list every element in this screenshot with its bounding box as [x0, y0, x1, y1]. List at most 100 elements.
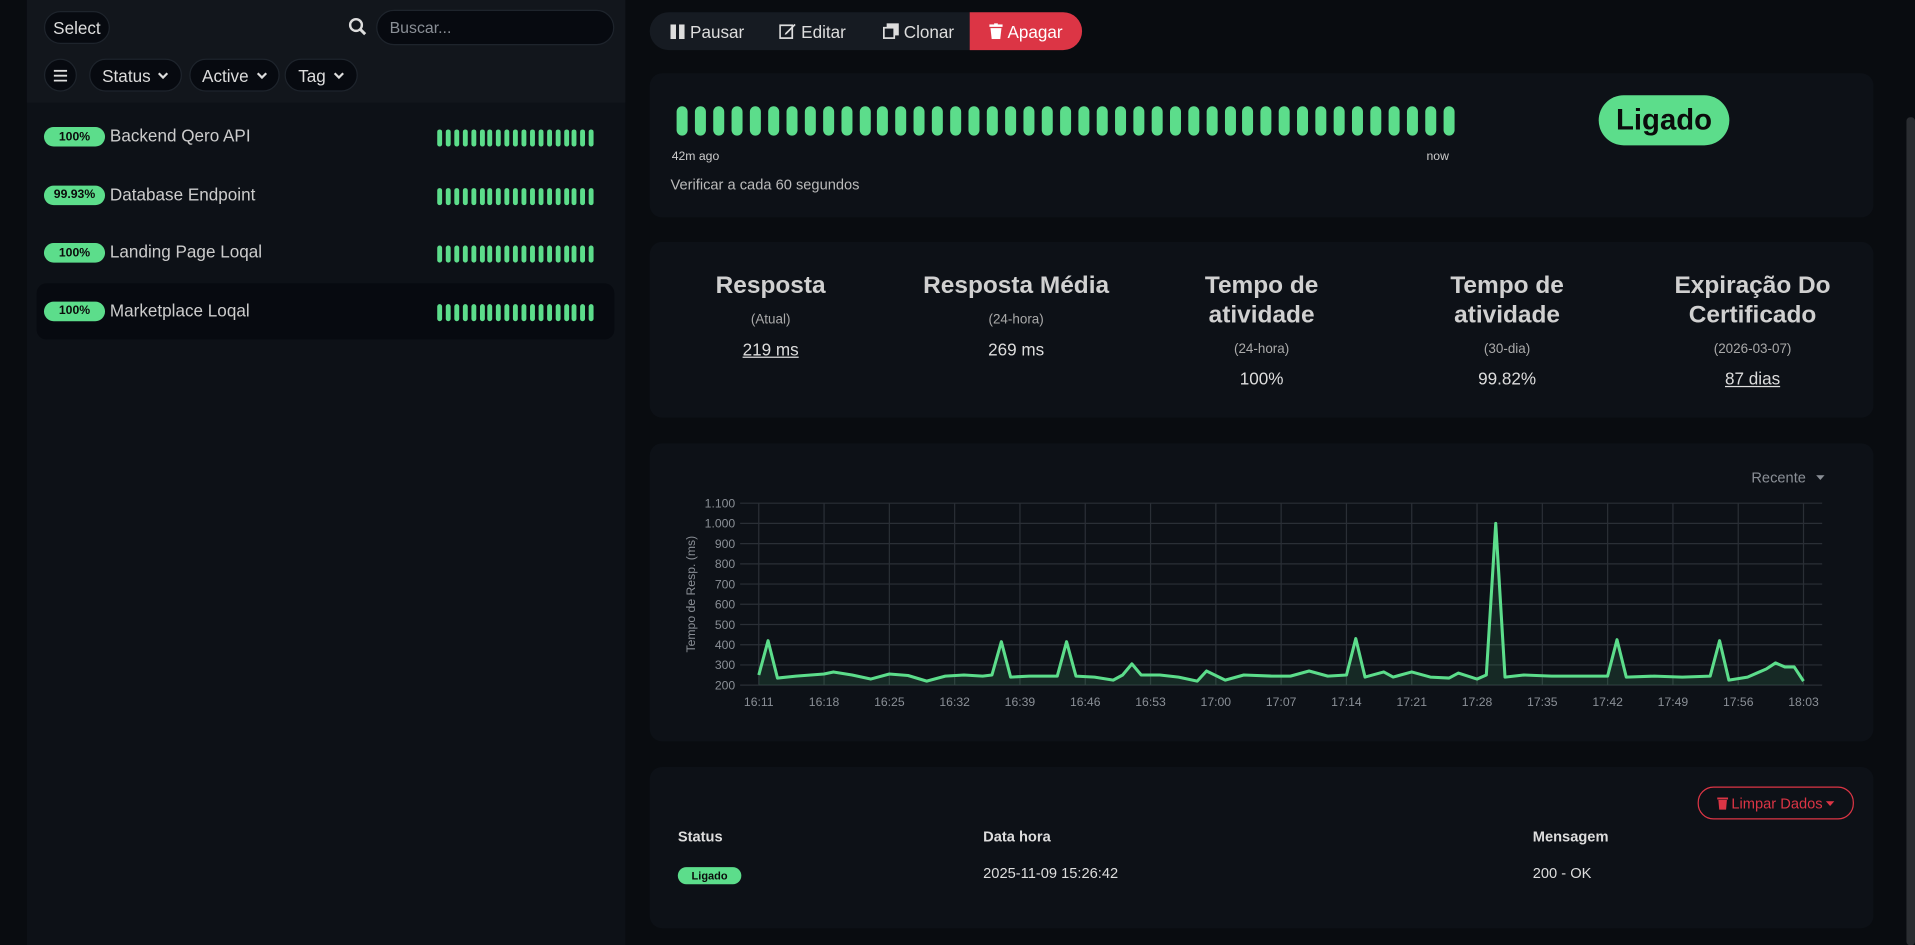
heartbeat-card: 42m ago now Verificar a cada 60 segundos…	[649, 73, 1874, 218]
beat	[479, 303, 485, 321]
beat	[1242, 106, 1254, 136]
beat	[767, 106, 779, 136]
stat-sub: (24-hora)	[1233, 341, 1290, 357]
beat	[1078, 106, 1090, 136]
y-tick-label: 700	[715, 577, 736, 591]
chevron	[333, 71, 344, 79]
sidebar: Select Buscar... Status Active Tag 100% Bac…	[26, 0, 626, 945]
filter-button[interactable]: Status	[89, 58, 182, 92]
beat	[521, 187, 527, 205]
clear-data-label: Limpar Dados	[1731, 794, 1823, 812]
stat-value: 99.82%	[1478, 368, 1537, 389]
beat	[1114, 106, 1126, 136]
beat	[546, 187, 552, 205]
period-label: Recente	[1751, 468, 1806, 487]
uptime-badge: 100%	[43, 301, 106, 321]
beat	[437, 129, 443, 147]
period-dropdown[interactable]: Recente	[1751, 468, 1825, 487]
beat	[546, 129, 552, 147]
delete-button[interactable]: Apagar	[969, 12, 1083, 51]
beat	[588, 303, 594, 321]
monitor-row[interactable]: 100% Backend Qero API	[37, 109, 615, 165]
beat	[1443, 106, 1455, 136]
search-placeholder: Buscar...	[389, 18, 452, 37]
beat	[470, 303, 476, 321]
beat	[1297, 106, 1309, 136]
y-tick-label: 200	[715, 678, 736, 692]
beat	[950, 106, 962, 136]
beat	[538, 129, 544, 147]
search-input[interactable]: Buscar...	[376, 9, 615, 46]
stat-value: 100%	[1239, 368, 1284, 389]
beat	[563, 245, 569, 263]
x-tick-label: 17:56	[1723, 695, 1754, 709]
filter-button[interactable]: Active	[189, 58, 280, 92]
beat	[529, 129, 535, 147]
beat	[822, 106, 834, 136]
heartbeat-start: 42m ago	[671, 150, 720, 164]
status-badge: Ligado	[1598, 95, 1730, 146]
x-tick-label: 17:14	[1331, 695, 1362, 709]
column-header: Data hora	[983, 828, 1051, 846]
x-tick-label: 17:35	[1527, 695, 1558, 709]
heartbeat-end: now	[1426, 150, 1449, 164]
beat	[496, 129, 502, 147]
caret	[1826, 800, 1835, 806]
monitor-row[interactable]: 100% Marketplace Loqal	[36, 282, 615, 339]
beat	[588, 187, 594, 205]
beat	[572, 303, 577, 321]
y-tick-label: 300	[715, 658, 736, 672]
x-tick-label: 16:53	[1135, 695, 1166, 709]
x-tick-label: 16:25	[874, 695, 905, 709]
y-tick-label: 1.000	[705, 517, 736, 531]
stat-sub: (30-dia)	[1483, 341, 1531, 357]
beat	[713, 106, 725, 136]
beat	[555, 129, 561, 147]
stat-title: Resposta Média	[923, 272, 1110, 300]
clone-button[interactable]: Clonar	[882, 12, 954, 50]
beat	[731, 106, 743, 136]
beat	[572, 129, 577, 147]
beat	[588, 129, 594, 147]
menu-button[interactable]	[43, 58, 77, 92]
beat	[445, 187, 451, 205]
beat	[470, 129, 476, 147]
beat	[555, 245, 561, 263]
beat	[487, 303, 493, 321]
beat	[877, 106, 889, 136]
y-tick-label: 800	[715, 557, 736, 571]
monitor-row[interactable]: 100% Landing Page Loqal	[37, 225, 615, 281]
x-tick-label: 17:49	[1658, 695, 1689, 709]
x-tick-label: 17:07	[1266, 695, 1297, 709]
x-tick-label: 17:21	[1396, 695, 1427, 709]
edit-button[interactable]: Editar	[779, 12, 846, 50]
beat	[895, 106, 907, 136]
beat	[588, 245, 594, 263]
beat	[859, 106, 871, 136]
beat	[513, 303, 518, 321]
cell: 2025-11-09 15:26:42	[983, 864, 1119, 882]
pause-button[interactable]: Pausar	[670, 12, 744, 50]
beat	[521, 245, 527, 263]
stat: Resposta (Atual) 219 ms	[667, 271, 875, 359]
beat	[1133, 106, 1145, 136]
check-interval: Verificar a cada 60 segundos	[670, 175, 860, 193]
select-button[interactable]: Select	[43, 10, 110, 44]
filter-label: Status	[102, 65, 151, 85]
stat-title: Tempo de atividade	[1450, 272, 1564, 329]
filter-button[interactable]: Tag	[284, 58, 358, 92]
filter-label: Active	[202, 65, 249, 85]
beat	[563, 187, 569, 205]
beat	[462, 187, 468, 205]
uptime-badge: 100%	[43, 243, 106, 263]
caret	[1815, 475, 1825, 480]
x-tick-label: 16:39	[1005, 695, 1036, 709]
beat	[1279, 106, 1291, 136]
x-tick-label: 17:00	[1201, 695, 1232, 709]
clear-data-button[interactable]: Limpar Dados	[1697, 786, 1854, 820]
beat	[437, 245, 443, 263]
cell: 200 - OK	[1532, 864, 1592, 882]
beat	[1352, 106, 1364, 136]
monitor-row[interactable]: 99.93% Database Endpoint	[37, 167, 615, 223]
